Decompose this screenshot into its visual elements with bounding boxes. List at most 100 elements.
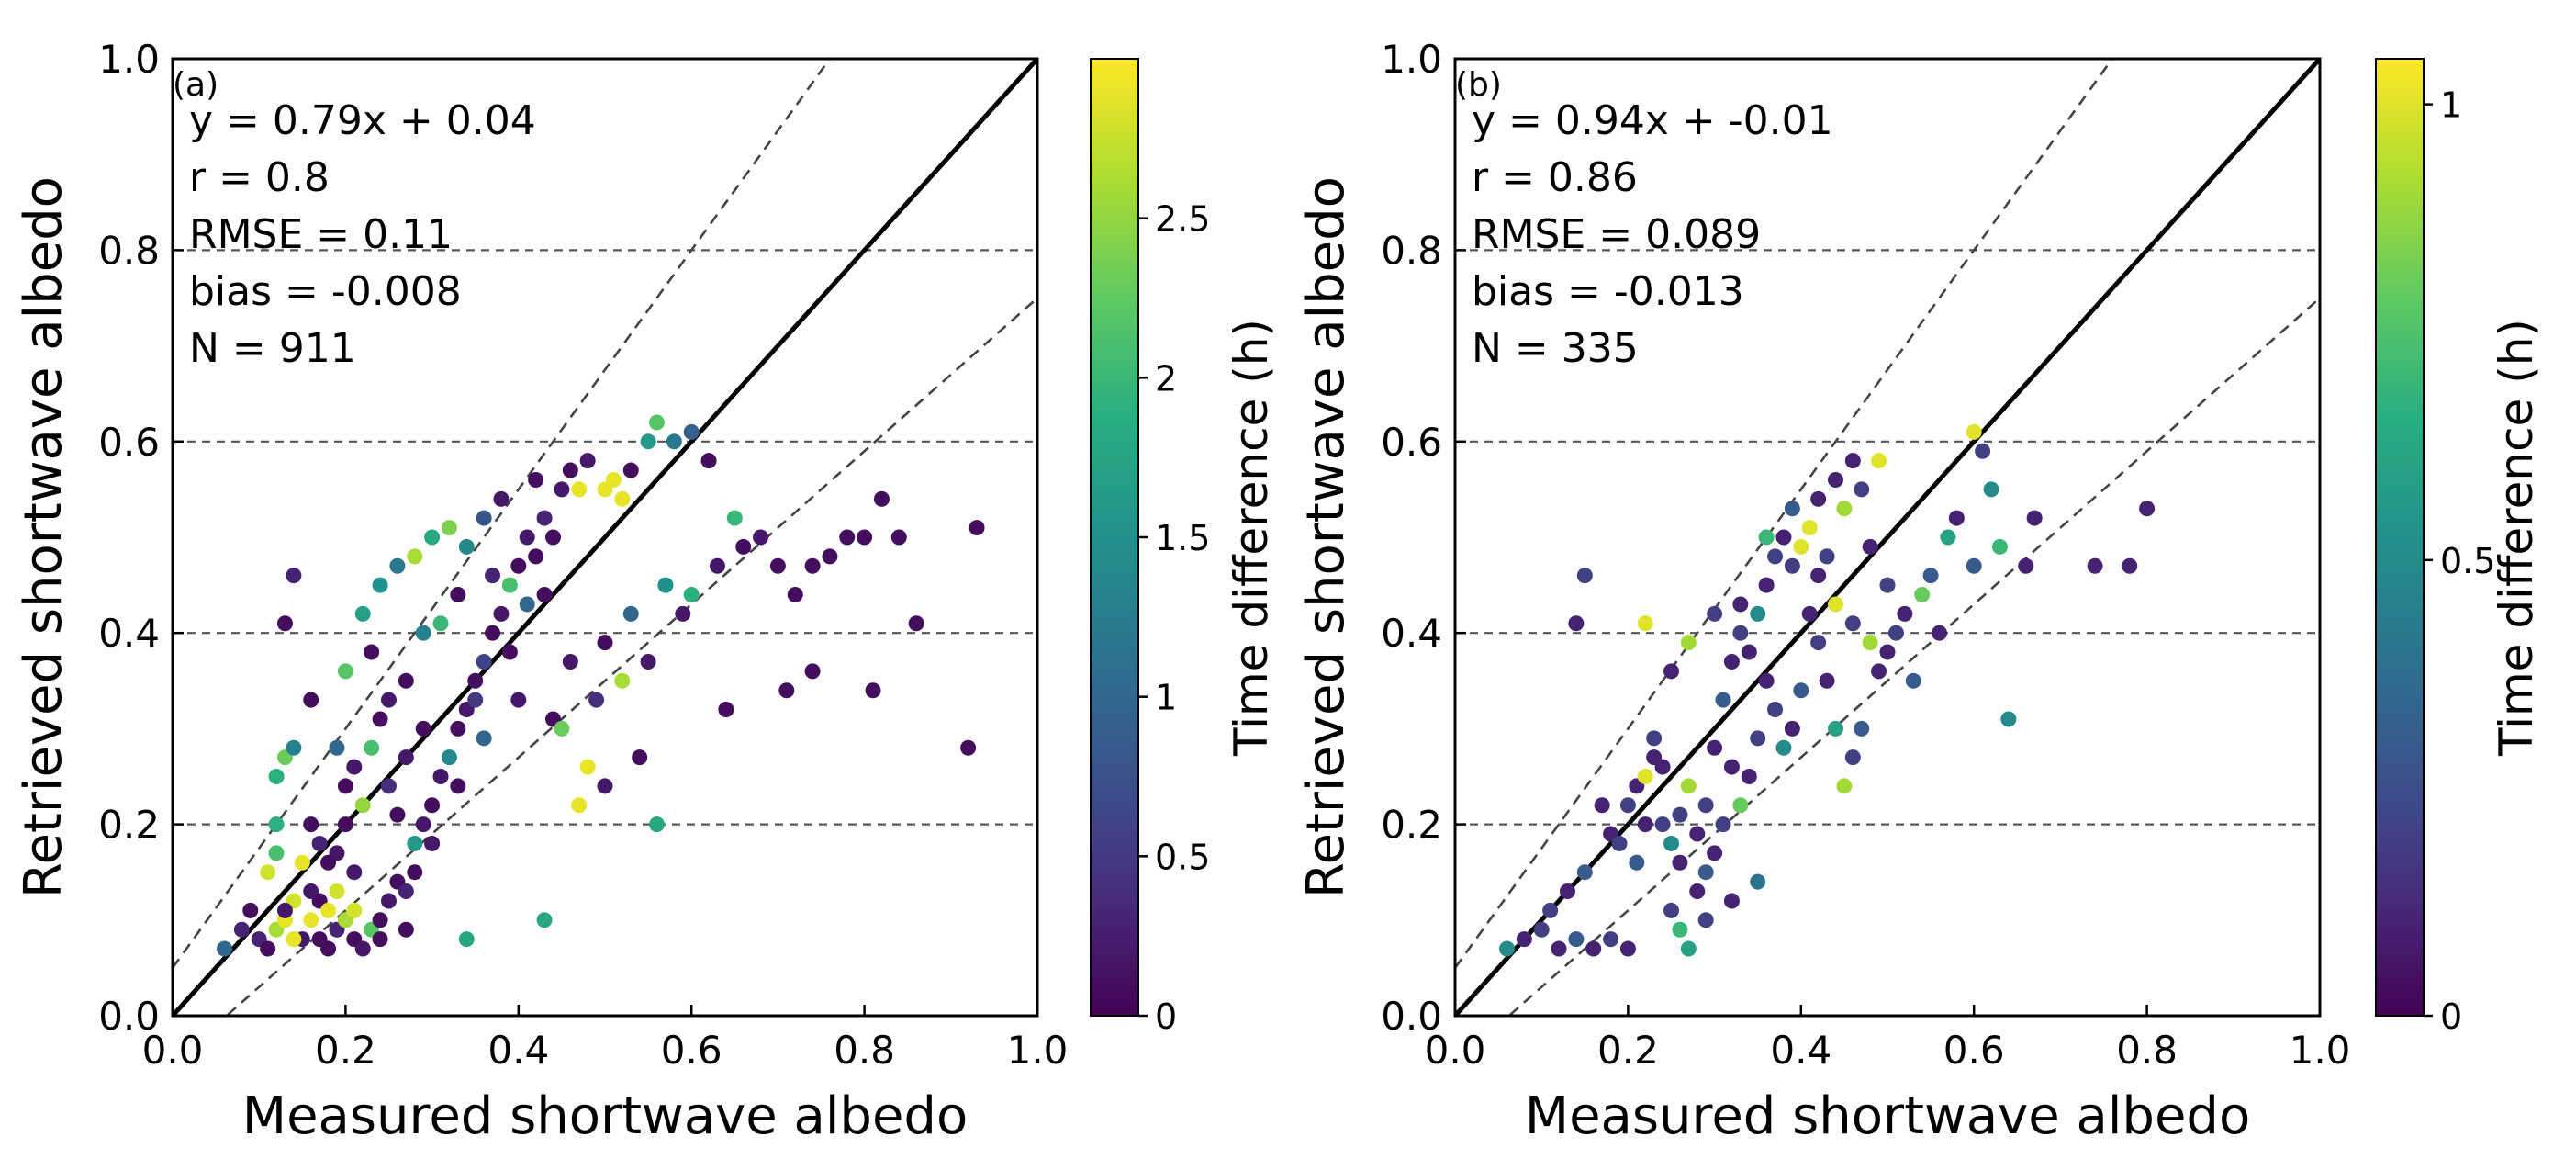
panel-b-upper-bound [1455, 59, 2114, 969]
panel-b-point [1576, 568, 1593, 584]
panel-b-points [1499, 423, 2156, 957]
panel-a-point [960, 739, 977, 756]
panel-a-point [804, 557, 821, 574]
panel-a-point [450, 720, 466, 737]
panel-a-colorbar-tick-label: 2.5 [1155, 199, 1210, 240]
panel-b-point [1801, 605, 1818, 622]
panel-a-point [476, 730, 492, 747]
panel-b-point [1836, 501, 1853, 517]
panel-b-colorbar-gradient [2375, 58, 2425, 1017]
panel-a-point [510, 692, 527, 708]
panel-a-point [354, 797, 371, 814]
panel-a-point [614, 490, 631, 507]
panel-a-point [519, 596, 535, 613]
panel-b-point [1750, 605, 1766, 622]
panel-a-point [407, 864, 423, 881]
panel-a-point [510, 557, 527, 574]
panel-a-point [450, 778, 466, 794]
panel-b-point [1585, 940, 1602, 957]
panel-b-colorbar-label: Time difference (h) [2490, 319, 2543, 757]
panel-a-point [432, 769, 449, 784]
panel-a: 0.0 0.2 0.4 0.6 0.8 1.0 0.0 0.2 0.4 0.6 0.8 1.0 (a… [14, 37, 1278, 1146]
panel-a-point [873, 490, 890, 507]
panel-a-point [268, 816, 285, 833]
panel-b-y-tick-label: 0.8 [1381, 228, 1442, 273]
panel-b-gridlines [1455, 249, 2320, 826]
panel-b-point [1819, 672, 1835, 689]
panel-a-point [597, 635, 613, 651]
panel-b-point [1975, 443, 1991, 459]
panel-a-point [441, 520, 457, 536]
panel-a-colorbar-tick-label: 1.5 [1155, 518, 1210, 558]
panel-b-point [1663, 663, 1679, 680]
panel-a-point [346, 864, 363, 881]
panel-a-point [389, 557, 406, 574]
panel-a-x-tick-label: 0.0 [142, 1028, 204, 1073]
panel-b-point [1948, 510, 1965, 526]
panel-a-point [622, 605, 639, 622]
panel-b-point [1715, 816, 1731, 833]
panel-a-point [683, 587, 700, 603]
panel-a-point [276, 615, 293, 632]
panel-b-point [1784, 557, 1800, 574]
panel-a-y-tick-label: 0.8 [98, 228, 160, 273]
panel-b-point [1966, 423, 1982, 440]
panel-b-point [1697, 864, 1714, 881]
panel-b-point [2026, 510, 2043, 526]
panel-b-point [2087, 557, 2103, 574]
panel-b-point [1611, 835, 1628, 851]
panel-b-point [1680, 778, 1697, 794]
panel-b-y-tick-label: 0.6 [1381, 420, 1442, 465]
panel-a-point [432, 615, 449, 632]
panel-b-point [1707, 739, 1723, 756]
panel-a-point [329, 739, 345, 756]
panel-a-x-tick-label: 0.6 [661, 1028, 722, 1073]
panel-b-point [1810, 635, 1827, 651]
panel-b-x-tick-label: 0.8 [2116, 1028, 2178, 1073]
panel-b-x-tick-label: 0.0 [1425, 1028, 1486, 1073]
panel-a-point [579, 453, 596, 469]
panel-b-rmse: RMSE = 0.089 [1472, 211, 1761, 258]
panel-a-point [519, 529, 535, 546]
panel-b-y-tick-label: 1.0 [1381, 37, 1442, 82]
panel-b-n: N = 335 [1472, 325, 1639, 372]
panel-a-point [407, 548, 423, 565]
panel-a-point [329, 883, 345, 900]
panel-b-y-axis-label: Retrieved shortwave albedo [1296, 176, 1356, 898]
panel-b-point [1559, 883, 1575, 900]
panel-a-label: (a) [173, 66, 218, 104]
panel-a-point [597, 778, 613, 794]
panel-a-point [217, 940, 233, 957]
panel-b-point [1741, 769, 1757, 784]
panel-a-point [640, 433, 656, 450]
panel-b-point [1827, 471, 1843, 488]
panel-a-point [276, 902, 293, 918]
panel-b-point [1551, 940, 1567, 957]
panel-b-point [1862, 538, 1878, 555]
panel-b-colorbar-tick-label: 0.5 [2440, 541, 2495, 581]
panel-b-x-tick-label: 0.6 [1943, 1028, 2005, 1073]
panel-a-point [571, 481, 588, 498]
panel-b-point [1844, 453, 1861, 469]
panel-b-point [1810, 490, 1827, 507]
panel-a-point [311, 931, 328, 948]
panel-a-point [579, 759, 596, 775]
panel-b-point [1723, 759, 1740, 775]
panel-b-point [1707, 845, 1723, 861]
panel-b-y-tick-label: 0.2 [1381, 803, 1442, 848]
panel-a-point [407, 835, 423, 851]
panel-a-colorbar-ticks: 0 0.5 1 1.5 2 2.5 [1138, 199, 1210, 1037]
panel-b-point [1758, 529, 1775, 546]
panel-a-point [337, 816, 353, 833]
panel-b-point [1819, 548, 1835, 565]
panel-a-point [458, 931, 475, 948]
panel-a-point [424, 529, 441, 546]
panel-a-point [640, 653, 656, 670]
panel-b-point [1672, 921, 1688, 938]
panel-a-point [605, 471, 622, 488]
panel-b-x-tick-label: 0.4 [1770, 1028, 1831, 1073]
panel-a-point [857, 529, 873, 546]
panel-a-point [389, 806, 406, 823]
panel-a-point [493, 605, 510, 622]
panel-b-r: r = 0.86 [1472, 154, 1638, 201]
